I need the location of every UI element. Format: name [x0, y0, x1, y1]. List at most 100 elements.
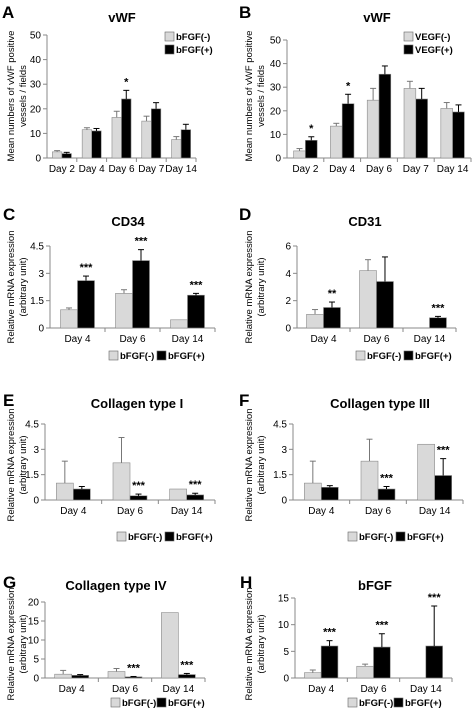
bar — [321, 487, 339, 501]
bar — [373, 646, 391, 679]
legend-swatch — [395, 531, 406, 542]
y-tick-label: 0 — [33, 496, 39, 507]
y-tick-label: 50 — [30, 31, 42, 42]
y-tick-label: 4.5 — [30, 242, 44, 253]
x-tick-label: Day 14 — [410, 684, 442, 695]
bar — [360, 460, 379, 501]
bar — [429, 317, 447, 329]
bar — [112, 462, 131, 501]
bar — [77, 280, 95, 329]
y-tick-label: 1.5 — [25, 470, 39, 481]
bar — [73, 488, 91, 501]
x-tick-label: Day 4 — [310, 334, 337, 345]
bar — [151, 108, 162, 159]
x-tick-label: Day 6 — [112, 684, 139, 695]
legend-label: bFGF(-) — [359, 532, 393, 543]
legend-swatch — [347, 531, 358, 542]
bar — [341, 103, 355, 159]
x-tick-label: Day 4 — [64, 334, 91, 345]
y-axis-label: (arbitrary unit) — [256, 435, 267, 494]
legend-swatch — [156, 350, 167, 361]
significance-marker: *** — [135, 236, 149, 248]
x-tick-label: Day 14 — [437, 164, 469, 175]
legend-swatch — [108, 350, 119, 361]
y-axis-label: Mean numbers of vWF positive — [244, 31, 255, 162]
y-tick-label: 3 — [281, 445, 287, 456]
panel-title: CD34 — [111, 214, 145, 229]
bar — [124, 676, 143, 679]
y-axis-label: Relative mRNA expression — [6, 409, 17, 522]
y-axis-label: (arbitrary unit) — [256, 257, 267, 316]
x-tick-label: Day 14 — [419, 506, 451, 517]
x-tick-label: Day 2 — [49, 164, 76, 175]
panel-letter: A — [2, 3, 14, 22]
bar — [60, 309, 78, 329]
bar — [366, 99, 380, 159]
bar — [330, 125, 343, 159]
y-tick-label: 20 — [28, 598, 40, 609]
x-tick-label: Day 7 — [403, 164, 430, 175]
y-tick-label: 3 — [33, 445, 39, 456]
y-tick-label: 10 — [28, 636, 40, 647]
significance-marker: *** — [428, 592, 442, 604]
bar — [323, 307, 341, 329]
y-tick-label: 15 — [28, 617, 40, 628]
x-tick-label: Day 14 — [414, 334, 446, 345]
bar — [52, 151, 63, 159]
y-tick-label: 50 — [270, 36, 282, 47]
significance-marker: *** — [132, 480, 146, 492]
panel-e: E Collagen type I Relative mRNA expression… — [3, 391, 216, 543]
x-tick-label: Day 4 — [329, 164, 356, 175]
bar — [452, 111, 465, 159]
legend-swatch — [403, 44, 414, 55]
significance-marker: *** — [375, 620, 389, 632]
x-tick-label: Day 14 — [172, 334, 204, 345]
y-tick-label: 4.5 — [25, 420, 39, 431]
bar — [376, 281, 394, 329]
bar — [186, 494, 204, 501]
legend-label: bFGF(-) — [359, 698, 393, 709]
y-tick-label: 1.5 — [273, 470, 287, 481]
bar — [71, 675, 89, 679]
panel-letter: C — [3, 205, 15, 224]
y-tick-label: 20 — [270, 106, 282, 117]
y-tick-label: 30 — [270, 83, 282, 94]
bar — [129, 495, 148, 501]
bar — [115, 293, 133, 329]
legend-label: bFGF(-) — [122, 698, 156, 709]
legend-label: bFGF(+) — [168, 351, 205, 362]
panel-title: CD31 — [348, 214, 381, 229]
y-tick-label: 0 — [275, 154, 281, 165]
panel-f: F Collagen type III Relative mRNA expressi… — [239, 391, 464, 543]
y-axis-label: (arbitrary unit) — [256, 614, 267, 673]
legend-label: bFGF(+) — [415, 351, 452, 362]
x-tick-label: Day 4 — [308, 684, 335, 695]
bar — [378, 73, 392, 159]
bar — [171, 139, 182, 159]
x-tick-label: Day 7 — [138, 164, 165, 175]
y-tick-label: 1.5 — [30, 296, 44, 307]
bar — [434, 475, 452, 501]
significance-marker: *** — [189, 479, 203, 491]
x-tick-label: Day 6 — [360, 684, 387, 695]
significance-marker: *** — [190, 279, 204, 291]
y-tick-label: 15 — [278, 594, 290, 605]
legend-swatch — [156, 697, 167, 708]
y-tick-label: 20 — [30, 104, 42, 115]
legend-label: bFGF(-) — [128, 532, 162, 543]
y-tick-label: 40 — [270, 59, 282, 70]
x-tick-label: Day 14 — [165, 164, 197, 175]
legend-label: bFGF(+) — [405, 698, 442, 709]
bar — [170, 319, 188, 329]
x-tick-label: Day 14 — [162, 684, 194, 695]
panel-title: bFGF — [358, 578, 392, 593]
y-axis-label: (arbitrary unit) — [18, 435, 29, 494]
y-axis-label: vessels / fields — [18, 65, 29, 127]
bar — [415, 98, 428, 159]
bar — [440, 108, 453, 159]
y-axis-label: (arbitrary unit) — [18, 614, 29, 673]
panel-letter: E — [3, 391, 14, 410]
bar — [81, 129, 93, 159]
y-tick-label: 0 — [281, 496, 287, 507]
